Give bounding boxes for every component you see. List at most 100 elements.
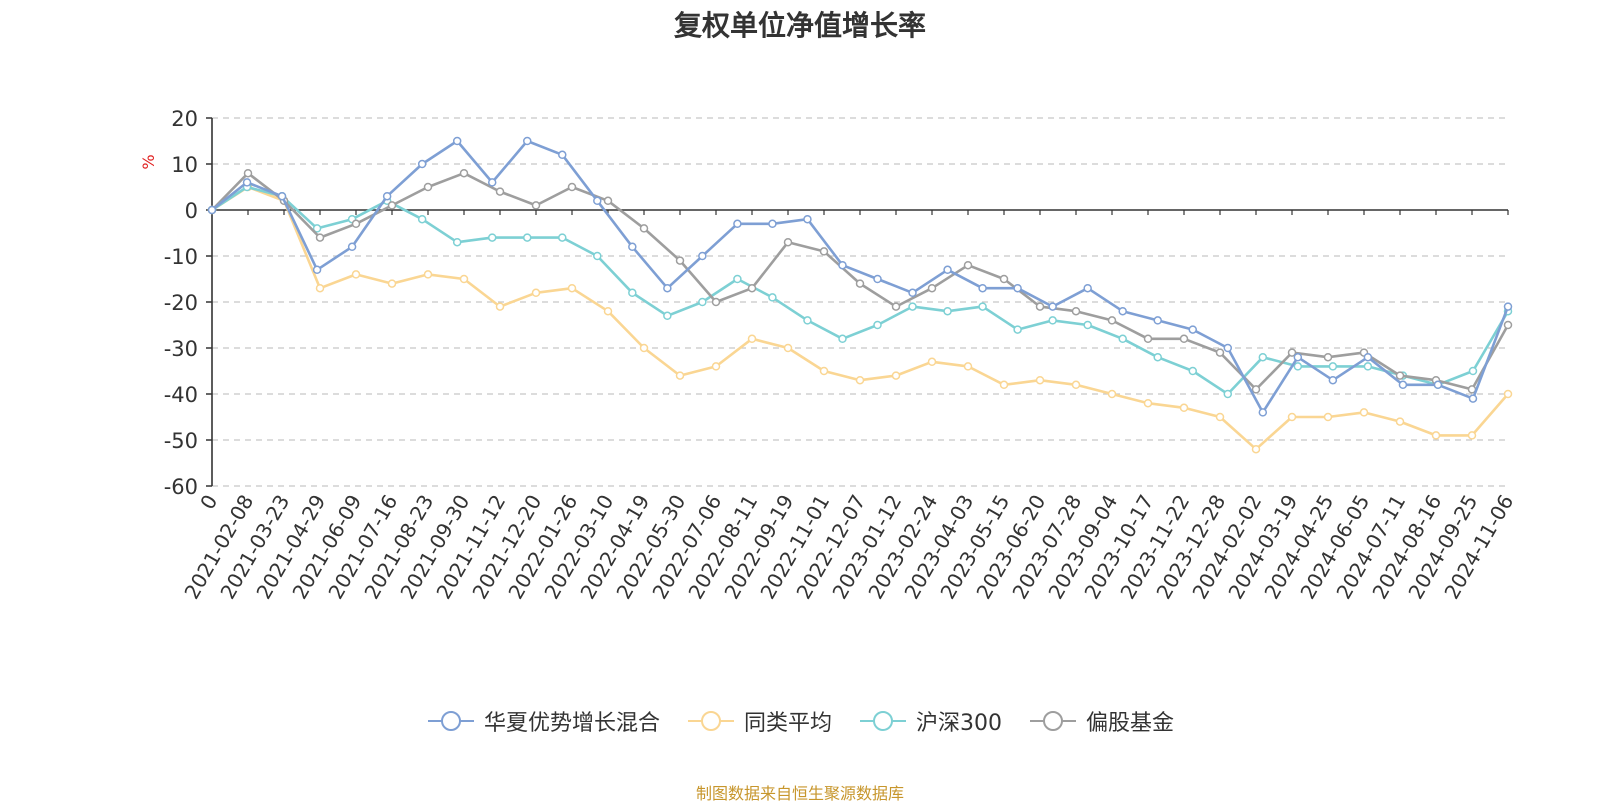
- data-point: [1215, 412, 1225, 422]
- data-point: [1118, 334, 1127, 344]
- data-point: [768, 293, 777, 302]
- data-point: [593, 196, 602, 206]
- y-tick-label: -50: [164, 429, 198, 453]
- legend-item[interactable]: 偏股基金: [1028, 705, 1174, 737]
- y-tick-label: -60: [164, 475, 198, 499]
- legend-item[interactable]: 沪深300: [858, 705, 1002, 737]
- x-tick-label: 0: [195, 491, 222, 514]
- data-point: [1251, 444, 1261, 454]
- data-point: [838, 334, 847, 344]
- data-point: [963, 260, 973, 270]
- data-point: [347, 242, 357, 252]
- legend: 华夏优势增长混合 同类平均 沪深300 偏股基金: [0, 705, 1600, 737]
- data-point: [531, 201, 541, 210]
- data-point: [522, 136, 532, 146]
- data-point: [1258, 408, 1268, 417]
- data-point: [1323, 352, 1333, 362]
- data-point: [663, 283, 672, 293]
- legend-item[interactable]: 华夏优势增长混合: [426, 705, 660, 737]
- data-point: [855, 375, 865, 385]
- data-point: [768, 219, 777, 229]
- data-point: [1048, 316, 1057, 325]
- data-point: [522, 233, 532, 242]
- data-point: [1433, 380, 1443, 390]
- data-point: [1468, 366, 1478, 376]
- legend-label: 华夏优势增长混合: [483, 711, 660, 736]
- data-point: [927, 283, 937, 293]
- data-point: [1107, 389, 1117, 399]
- legend-label: 偏股基金: [1086, 711, 1175, 736]
- gridlines: [212, 117, 1508, 487]
- data-point: [1153, 352, 1162, 362]
- data-point: [495, 302, 505, 311]
- data-point: [747, 283, 757, 293]
- data-point: [978, 283, 987, 293]
- data-point: [1251, 385, 1261, 394]
- y-tick-label: -10: [164, 245, 198, 269]
- data-point: [351, 270, 361, 279]
- data-point: [603, 306, 613, 316]
- data-point: [1188, 325, 1198, 334]
- data-point: [1328, 362, 1338, 371]
- data-point: [1179, 403, 1189, 413]
- legend-marker-icon: [427, 711, 474, 731]
- data-point: [1048, 302, 1057, 311]
- data-point: [639, 343, 649, 353]
- data-point: [567, 283, 577, 293]
- data-point: [1287, 348, 1297, 357]
- data-point: [1468, 394, 1478, 403]
- data-point: [495, 187, 505, 196]
- data-point: [1071, 380, 1081, 390]
- data-point: [417, 214, 427, 224]
- data-point: [1083, 283, 1092, 293]
- data-point: [639, 224, 649, 233]
- data-point: [243, 168, 253, 178]
- data-point: [891, 371, 901, 380]
- y-tick-label: -40: [164, 383, 198, 407]
- data-point: [819, 366, 829, 376]
- data-point: [1293, 362, 1303, 371]
- data-point: [1223, 343, 1233, 353]
- data-point: [663, 311, 672, 321]
- legend-marker-icon: [860, 711, 906, 731]
- data-point: [487, 178, 497, 187]
- data-point: [873, 274, 882, 284]
- data-point: [207, 205, 217, 215]
- data-point: [1467, 431, 1477, 440]
- data-point: [452, 237, 462, 247]
- data-point: [315, 233, 325, 242]
- series-lines: [207, 136, 1513, 454]
- data-point: [711, 362, 721, 371]
- data-point: [803, 316, 812, 325]
- data-point: [1118, 306, 1127, 316]
- data-point: [908, 288, 917, 298]
- source-note: 制图数据来自恒生聚源数据库: [695, 784, 904, 803]
- data-point: [1363, 362, 1373, 371]
- data-point: [675, 371, 685, 380]
- y-tick-label: 0: [185, 199, 198, 223]
- series-1: [207, 182, 1513, 454]
- series-line: [211, 185, 1510, 396]
- data-point: [819, 247, 829, 256]
- data-point: [452, 136, 462, 146]
- data-point: [1143, 398, 1153, 408]
- data-point: [531, 288, 541, 298]
- data-point: [1293, 352, 1303, 362]
- series-line: [211, 185, 1509, 451]
- legend-item[interactable]: 同类平均: [686, 705, 832, 737]
- legend-label: 沪深300: [916, 711, 1002, 736]
- data-point: [603, 196, 613, 206]
- data-point: [387, 279, 397, 288]
- series-line: [211, 139, 1510, 414]
- data-point: [382, 191, 392, 201]
- data-point: [387, 201, 397, 210]
- data-point: [1258, 352, 1268, 362]
- data-point: [963, 362, 973, 371]
- data-point: [351, 219, 361, 229]
- legend-label: 同类平均: [743, 711, 832, 736]
- data-point: [943, 265, 952, 275]
- y-tick-label: -20: [164, 291, 198, 315]
- data-point: [698, 297, 707, 307]
- data-point: [1179, 334, 1189, 344]
- data-point: [999, 274, 1009, 284]
